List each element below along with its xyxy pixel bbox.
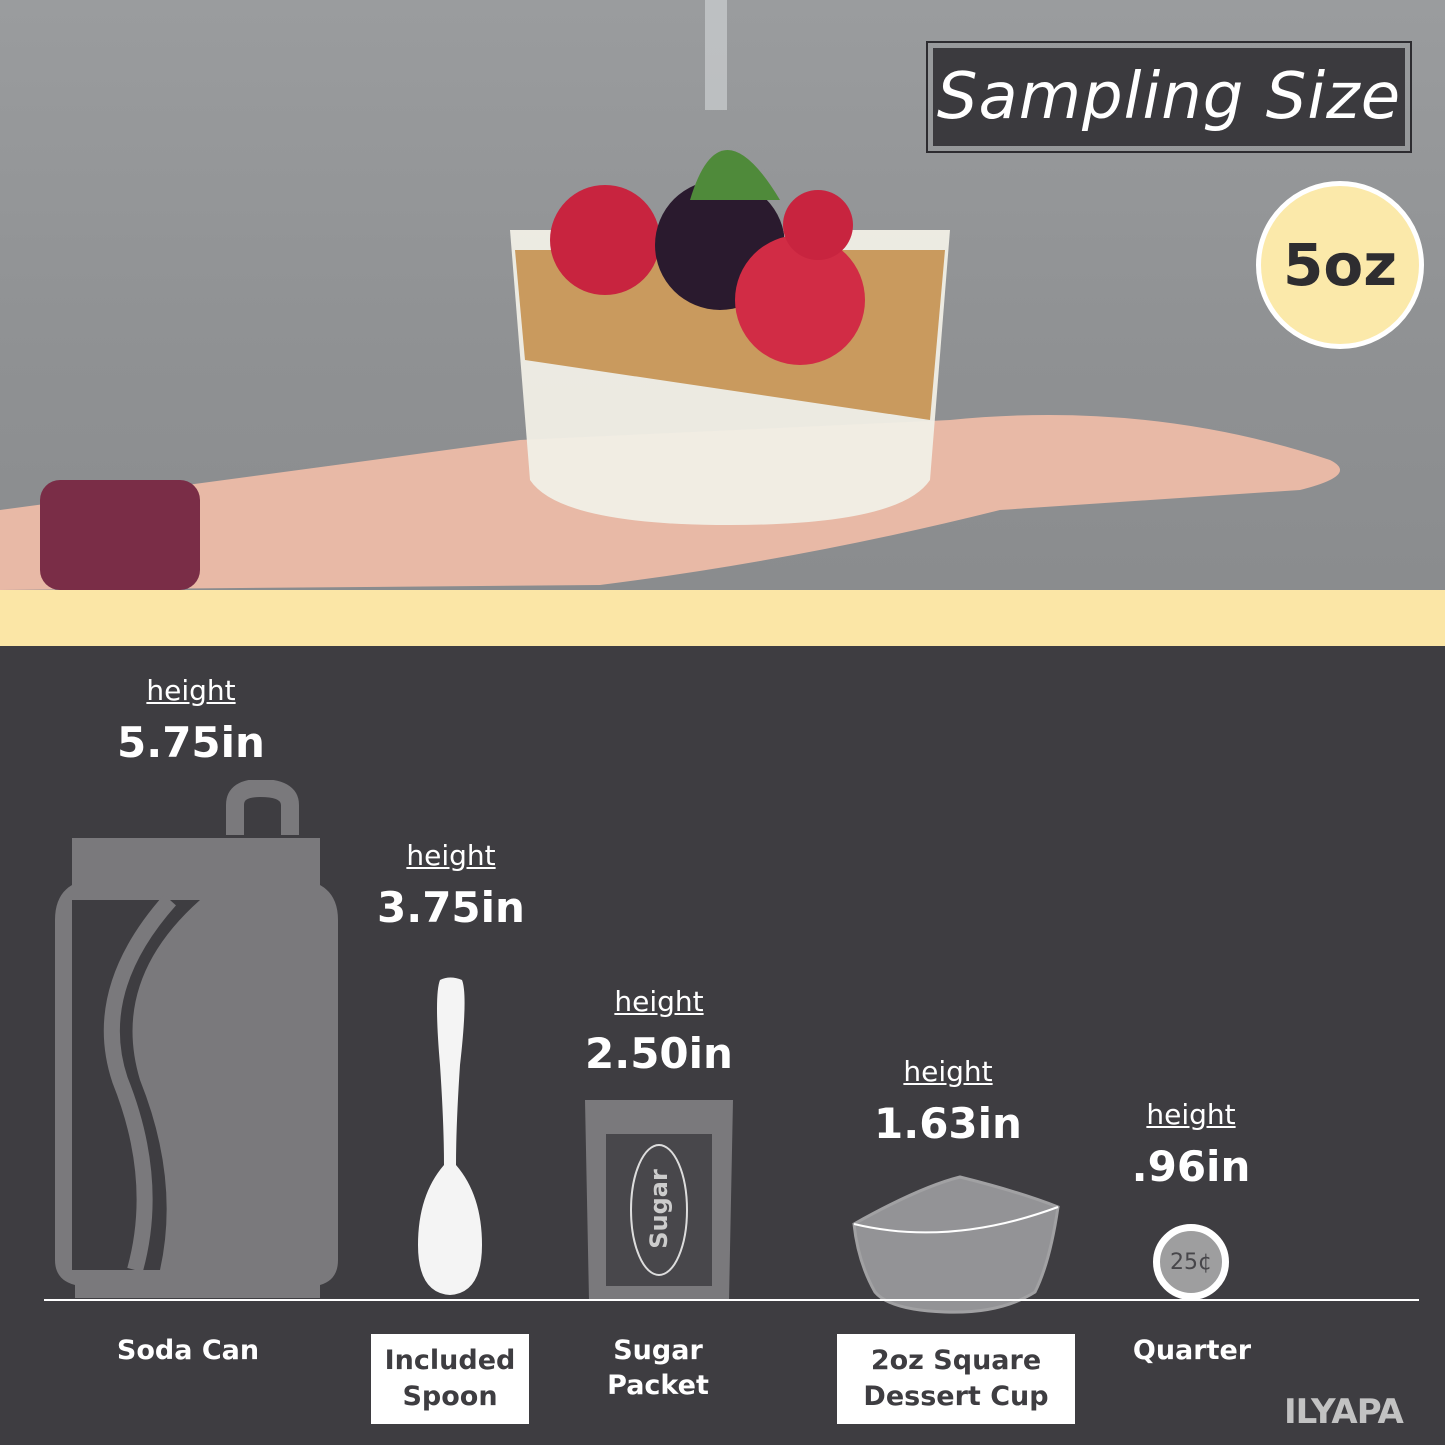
brand-logo: ILYAPA [1284, 1392, 1404, 1432]
sugar-height-value: 2.50in [585, 1029, 733, 1078]
cup-height-value: 1.63in [874, 1099, 1022, 1148]
spoon-height-label: height [406, 839, 496, 872]
capacity-badge: 5oz [1256, 181, 1424, 349]
accent-band [0, 590, 1445, 646]
square-cup-icon [852, 1175, 1060, 1314]
hand-holding-cup-image [0, 0, 1340, 590]
quarter-height-label: height [1146, 1098, 1236, 1131]
spoon-icon [418, 977, 482, 1295]
page-title: Sampling Size [933, 48, 1405, 146]
coin-text: 25¢ [1170, 1249, 1212, 1275]
cup-name-box: 2oz Square Dessert Cup [837, 1334, 1075, 1424]
title-box: Sampling Size [926, 41, 1412, 153]
soda-can-name: Soda Can [116, 1335, 260, 1366]
cup-height-label: height [903, 1055, 993, 1088]
sugar-packet-icon [585, 1100, 733, 1300]
sugar-packet-text: Sugar [645, 1169, 673, 1249]
sugar-height-label: height [614, 985, 704, 1018]
quarter-height-value: .96in [1131, 1142, 1251, 1191]
quarter-coin-icon: 25¢ [1153, 1224, 1229, 1300]
soda-can-height-label: height [146, 674, 236, 707]
spoon-name-box: Included Spoon [371, 1334, 529, 1424]
sugar-name: Sugar Packet [607, 1335, 709, 1401]
spoon-height-value: 3.75in [377, 883, 525, 932]
baseline-divider [44, 1299, 1419, 1301]
soda-can-icon [55, 780, 338, 1298]
soda-can-height-value: 5.75in [117, 718, 265, 767]
quarter-name: Quarter [1132, 1335, 1252, 1366]
